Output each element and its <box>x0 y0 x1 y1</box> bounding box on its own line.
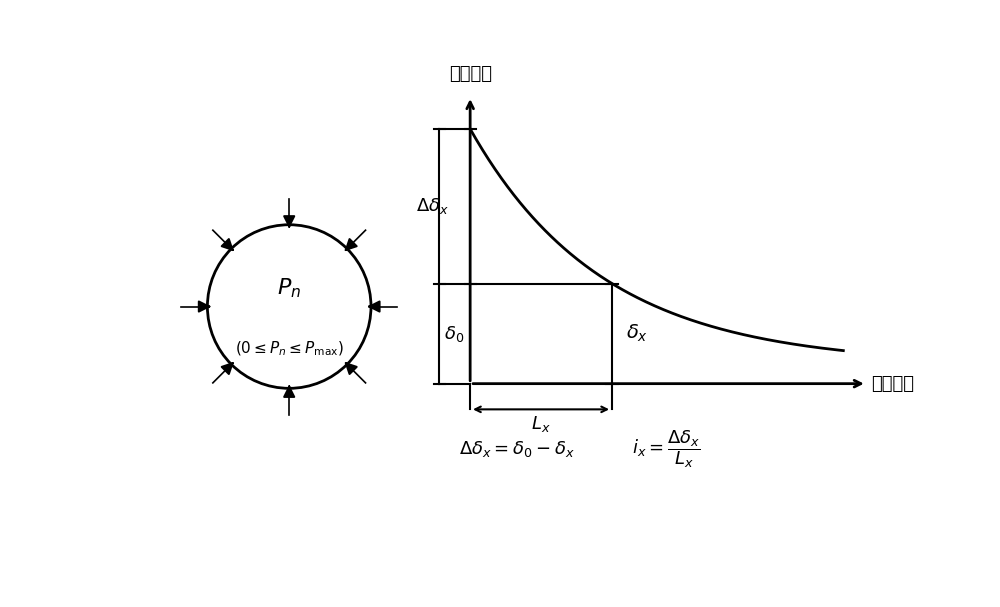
Text: $\Delta\delta_x = \delta_0 - \delta_x$: $\Delta\delta_x = \delta_0 - \delta_x$ <box>459 439 575 459</box>
Text: $i_x = \dfrac{\Delta\delta_x}{L_x}$: $i_x = \dfrac{\Delta\delta_x}{L_x}$ <box>632 429 701 470</box>
Text: $L_x$: $L_x$ <box>531 414 551 434</box>
Text: $P_n$: $P_n$ <box>277 276 301 300</box>
Text: $\delta_x$: $\delta_x$ <box>626 323 648 344</box>
Text: 围岩位移: 围岩位移 <box>449 65 492 83</box>
Text: $\Delta\delta_x$: $\Delta\delta_x$ <box>416 196 449 216</box>
Text: 围岩深度: 围岩深度 <box>871 375 914 393</box>
Text: $(0\leq P_n\leq P_{\max})$: $(0\leq P_n\leq P_{\max})$ <box>235 339 344 358</box>
Text: $\delta_0$: $\delta_0$ <box>444 324 464 344</box>
